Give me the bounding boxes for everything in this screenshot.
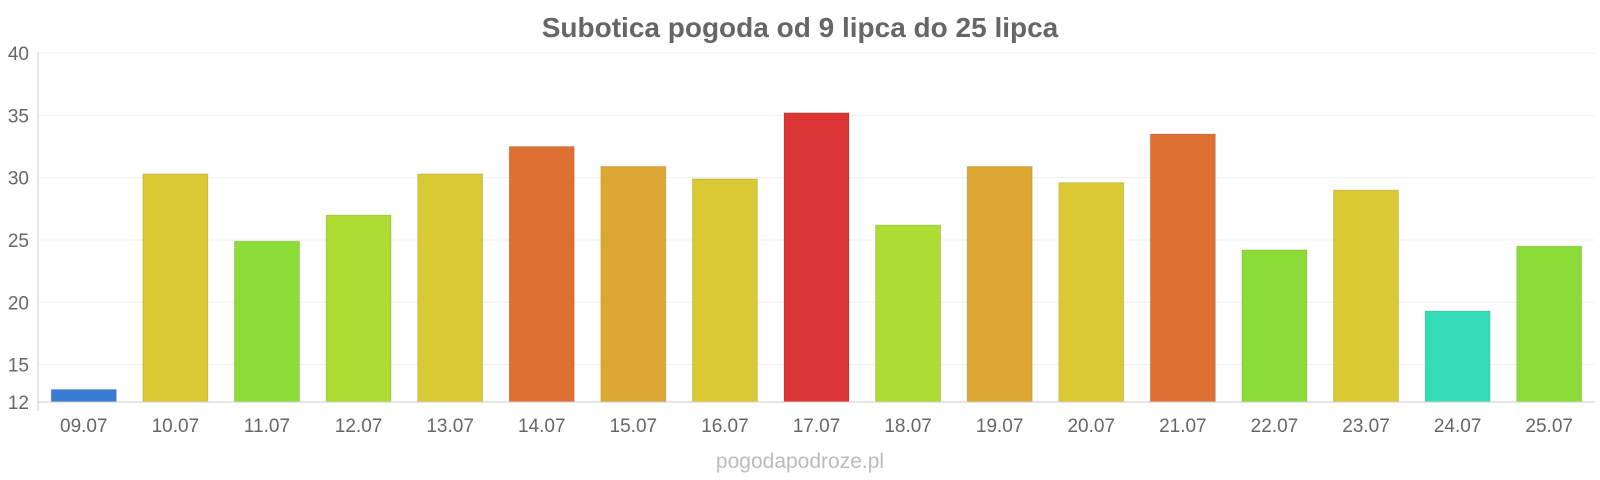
bar bbox=[1333, 189, 1400, 403]
bar bbox=[417, 173, 484, 403]
bar bbox=[233, 240, 300, 403]
bar bbox=[691, 178, 758, 403]
y-tick-label: 12 bbox=[8, 393, 29, 414]
bar bbox=[1149, 133, 1216, 403]
bar bbox=[966, 165, 1033, 403]
x-tick-label: 12.07 bbox=[335, 416, 383, 437]
y-axis-ticks: 12 15 20 25 30 35 40 bbox=[8, 44, 29, 414]
y-tick-label: 35 bbox=[8, 106, 29, 127]
x-tick-label: 25.07 bbox=[1525, 416, 1573, 437]
bar bbox=[1241, 249, 1308, 403]
bar bbox=[875, 224, 942, 403]
bar bbox=[142, 173, 209, 403]
bars bbox=[50, 112, 1583, 403]
x-tick-label: 18.07 bbox=[884, 416, 932, 437]
bar bbox=[1516, 245, 1583, 403]
x-tick-label: 16.07 bbox=[701, 416, 749, 437]
x-tick-label: 23.07 bbox=[1342, 416, 1390, 437]
x-tick-label: 09.07 bbox=[60, 416, 108, 437]
x-tick-label: 19.07 bbox=[976, 416, 1024, 437]
bar bbox=[50, 389, 117, 403]
x-tick-label: 17.07 bbox=[793, 416, 841, 437]
bar bbox=[1058, 182, 1125, 403]
x-tick-label: 10.07 bbox=[152, 416, 200, 437]
bar bbox=[783, 112, 850, 403]
bar bbox=[1424, 310, 1491, 403]
x-axis-labels: 09.07 10.07 11.07 12.07 13.07 14.07 15.07 16.07… bbox=[60, 416, 1573, 437]
x-tick-label: 11.07 bbox=[244, 416, 290, 437]
chart-title: Subotica pogoda od 9 lipca do 25 lipca bbox=[542, 12, 1059, 43]
x-tick-label: 15.07 bbox=[610, 416, 658, 437]
bar bbox=[600, 165, 667, 403]
y-tick-label: 40 bbox=[8, 44, 29, 65]
x-tick-label: 21.07 bbox=[1159, 416, 1207, 437]
x-tick-label: 13.07 bbox=[426, 416, 474, 437]
x-tick-label: 22.07 bbox=[1251, 416, 1299, 437]
bar bbox=[325, 214, 392, 403]
y-tick-label: 15 bbox=[8, 356, 29, 377]
x-tick-label: 20.07 bbox=[1067, 416, 1115, 437]
y-tick-label: 20 bbox=[8, 293, 29, 314]
site-footer: pogodapodroze.pl bbox=[716, 450, 884, 473]
y-tick-label: 30 bbox=[8, 169, 29, 190]
bar bbox=[508, 145, 575, 403]
y-tick-label: 25 bbox=[8, 231, 29, 252]
x-tick-label: 24.07 bbox=[1434, 416, 1482, 437]
x-tick-label: 14.07 bbox=[518, 416, 566, 437]
